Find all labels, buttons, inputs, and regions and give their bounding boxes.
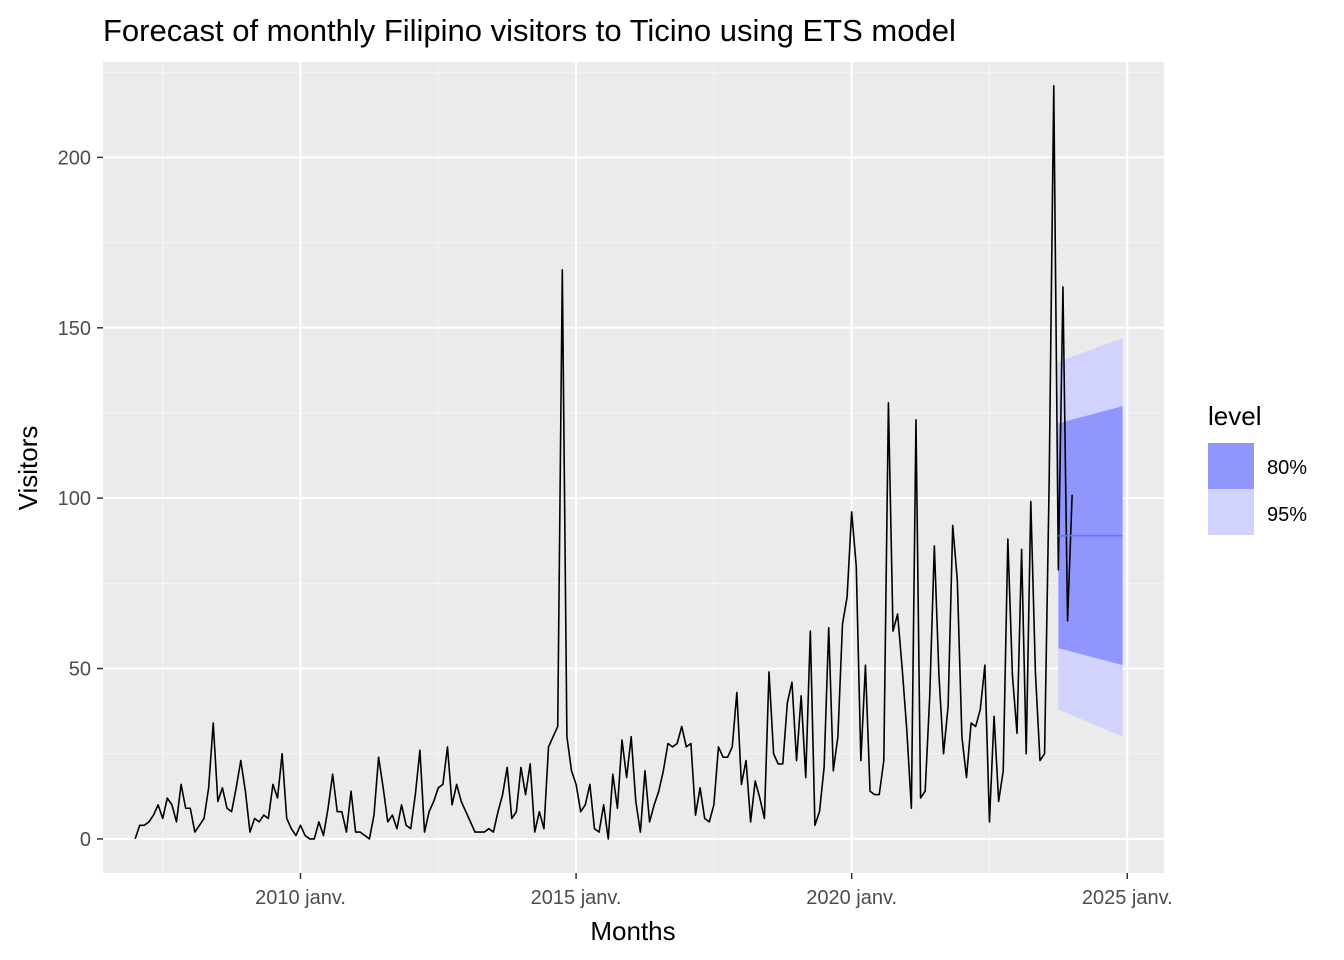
y-tick-label: 0 — [80, 829, 91, 851]
legend-label-80: 80% — [1267, 457, 1307, 479]
legend-label-95: 95% — [1267, 504, 1307, 526]
x-axis: 2010 janv. 2015 janv. 2020 janv. 2025 janv. — [255, 873, 1173, 909]
y-tick-label: 150 — [58, 318, 91, 340]
legend-key-80 — [1208, 443, 1254, 489]
y-tick-label: 200 — [58, 147, 91, 169]
minor-gridlines — [103, 62, 1164, 873]
x-tick-label: 2020 janv. — [806, 887, 897, 909]
y-tick-label: 100 — [58, 488, 91, 510]
x-axis-title: Months — [590, 916, 675, 946]
legend: level 80% 95% — [1208, 401, 1307, 535]
major-gridlines — [103, 62, 1164, 873]
legend-key-95 — [1208, 489, 1254, 535]
forecast-bands — [1058, 338, 1123, 737]
y-tick-label: 50 — [69, 659, 91, 681]
observed-series — [134, 85, 1073, 840]
x-tick-label: 2010 janv. — [255, 887, 346, 909]
y-axis: 0 50 100 150 200 — [58, 147, 103, 851]
y-axis-title: Visitors — [13, 426, 43, 511]
observed-line — [134, 85, 1073, 840]
legend-title: level — [1208, 401, 1261, 431]
chart-title: Forecast of monthly Filipino visitors to… — [103, 13, 956, 48]
x-tick-label: 2025 janv. — [1082, 887, 1173, 909]
x-tick-label: 2015 janv. — [531, 887, 622, 909]
plot-panel — [103, 62, 1164, 873]
